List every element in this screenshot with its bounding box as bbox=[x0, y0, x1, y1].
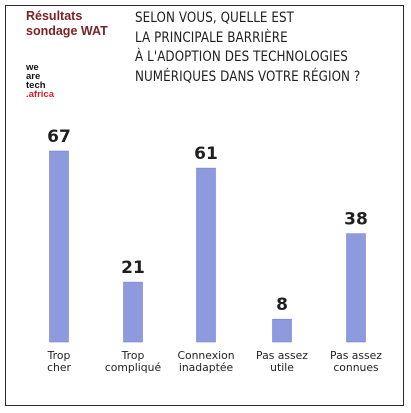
question-line-4: NUMÉRIQUES DANS VOTRE RÉGION ? bbox=[135, 68, 361, 85]
category-label-0-line-1: cher bbox=[47, 361, 71, 374]
category-label-2-line-1: inadaptée bbox=[179, 361, 234, 374]
value-label-3: 8 bbox=[276, 295, 288, 315]
question-line-1: SELON VOUS, QUELLE EST bbox=[135, 10, 295, 26]
category-label-0-line-0: Trop bbox=[47, 349, 71, 362]
category-label-1-line-1: compliqué bbox=[105, 361, 162, 374]
question-title: SELON VOUS, QUELLE EST LA PRINCIPALE BAR… bbox=[135, 9, 361, 87]
category-label-4-line-0: Pas assez bbox=[330, 349, 382, 362]
value-label-2: 61 bbox=[194, 144, 218, 164]
category-label-1-line-0: Trop bbox=[121, 349, 145, 362]
wearetech-logo: we are tech .africa bbox=[26, 63, 70, 103]
bar-0 bbox=[49, 150, 69, 343]
logo-line-1: we bbox=[26, 62, 39, 73]
logo-line-4: .africa bbox=[26, 89, 54, 100]
category-label-3-line-0: Pas assez bbox=[256, 349, 308, 362]
logo-line-3: tech bbox=[26, 80, 46, 91]
bar-3 bbox=[272, 318, 292, 343]
question-line-3: À L'ADOPTION DES TECHNOLOGIES bbox=[135, 49, 348, 65]
bar-1 bbox=[123, 281, 143, 343]
question-line-2: LA PRINCIPALE BARRIÈRE bbox=[135, 29, 288, 46]
logo-line-2: are bbox=[26, 71, 41, 82]
survey-title-line-2: sondage WAT bbox=[26, 23, 108, 38]
bar-2 bbox=[196, 167, 216, 343]
survey-title: Résultats sondage WAT bbox=[26, 9, 126, 38]
bar-4 bbox=[346, 233, 366, 343]
category-label-4-line-1: connues bbox=[333, 361, 379, 374]
survey-title-line-1: Résultats bbox=[26, 9, 83, 23]
category-label-3-line-1: utile bbox=[270, 361, 294, 374]
value-label-4: 38 bbox=[344, 210, 368, 230]
value-label-0: 67 bbox=[47, 127, 71, 147]
value-label-1: 21 bbox=[121, 258, 145, 278]
category-label-2-line-0: Connexion bbox=[177, 349, 234, 362]
